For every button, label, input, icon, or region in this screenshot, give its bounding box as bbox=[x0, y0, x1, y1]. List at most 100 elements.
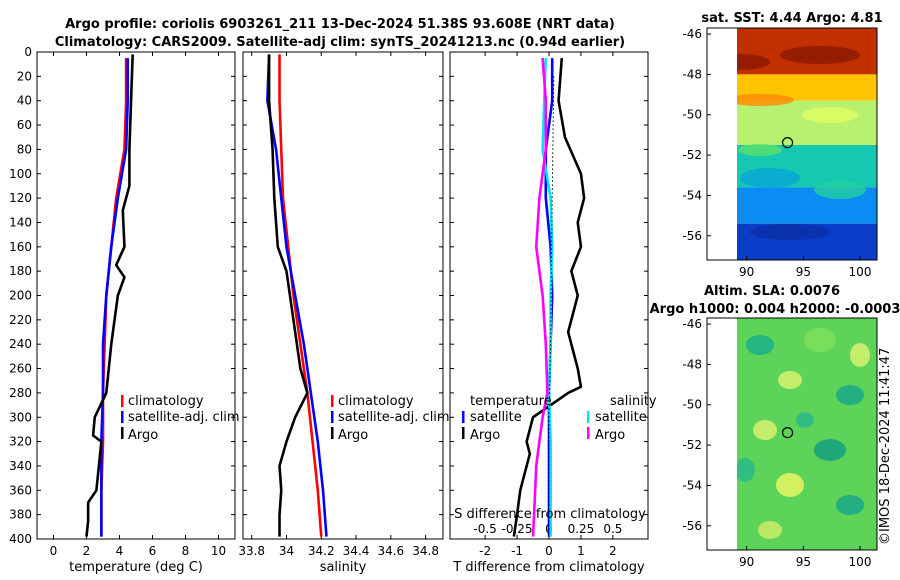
sst-patch bbox=[814, 181, 866, 199]
sst_map-frame bbox=[706, 27, 878, 261]
x-tick-label: 2 bbox=[609, 544, 617, 558]
legend-swatch-sal-argo bbox=[587, 427, 590, 439]
y-tick-label: -54 bbox=[682, 188, 702, 202]
x-tick-label: 1 bbox=[577, 544, 585, 558]
sla-eddy bbox=[836, 495, 864, 515]
sla-eddy bbox=[737, 458, 755, 482]
title-line-1: Argo profile: coriolis 6903261_211 13-De… bbox=[65, 17, 615, 32]
y-tick-label: 400 bbox=[9, 532, 32, 546]
sla_map: 90 95 100 -46 -48 -50 -52 -54 -56 bbox=[682, 317, 878, 569]
sst-patch bbox=[780, 46, 860, 64]
legend-label-sal-argo: Argo bbox=[595, 428, 625, 443]
sla-eddy bbox=[753, 420, 777, 440]
legend-label-satellite: satellite-adj. clim bbox=[338, 410, 450, 425]
y-tick-label: 280 bbox=[9, 386, 32, 400]
legend-swatch-climatology bbox=[121, 395, 124, 407]
sla-map-subtitle: Argo h1000: 0.004 h2000: -0.0003 bbox=[650, 302, 900, 317]
series-line-argo bbox=[85, 54, 134, 537]
legend-title-salinity: salinity bbox=[610, 394, 657, 409]
x-tick-label: 34.4 bbox=[343, 544, 370, 558]
sla_map-frame bbox=[706, 317, 878, 551]
y-tick-label: 180 bbox=[9, 264, 32, 278]
legend-label-temp-argo: Argo bbox=[470, 428, 500, 443]
y-tick-label: -52 bbox=[682, 148, 702, 162]
sla-eddy bbox=[836, 385, 864, 405]
sst-patch bbox=[738, 144, 782, 156]
title-line-2: Climatology: CARS2009. Satellite-adj cli… bbox=[55, 35, 625, 50]
temperature-xlabel: temperature (deg C) bbox=[69, 560, 203, 575]
y-tick-label: -48 bbox=[682, 67, 702, 81]
salinity-axes bbox=[242, 51, 444, 540]
legend-label-argo: Argo bbox=[338, 428, 368, 443]
y-tick-label: -56 bbox=[682, 519, 702, 533]
y-tick-label: -50 bbox=[682, 398, 702, 412]
legend-swatch-climatology bbox=[331, 395, 334, 407]
sst_map: 90 95 100 -46 -48 -50 -52 -54 -56 bbox=[682, 27, 878, 279]
x-tick-label: 34.8 bbox=[412, 544, 439, 558]
legend-label-climatology: climatology bbox=[338, 394, 414, 409]
y-tick-label: -54 bbox=[682, 478, 702, 492]
y-tick-label: 40 bbox=[17, 94, 32, 108]
sla-eddy bbox=[776, 473, 804, 497]
x-tick-label: 90 bbox=[739, 265, 754, 279]
legend-swatch-temp-argo bbox=[462, 427, 465, 439]
argo-location-marker bbox=[781, 136, 794, 149]
legend-label-satellite: satellite-adj. clim bbox=[128, 410, 240, 425]
salinity-xlabel: salinity bbox=[320, 560, 367, 575]
series-line-satellite-adj-clim bbox=[266, 54, 328, 537]
y-tick-label: -52 bbox=[682, 438, 702, 452]
sst-patch bbox=[737, 94, 794, 106]
sst-patch bbox=[750, 224, 830, 240]
x-tick-label: 100 bbox=[849, 265, 872, 279]
salinity-legend: climatology satellite-adj. clim Argo bbox=[331, 394, 450, 443]
temperature-plot: 0 2 4 6 8 10020406080100120140160180200220240… bbox=[9, 45, 235, 558]
series-line-argo bbox=[267, 54, 309, 537]
sst-patch bbox=[802, 107, 858, 123]
x-tick-label: 4 bbox=[116, 544, 124, 558]
x-tick-label: 100 bbox=[849, 555, 872, 569]
y-tick-label: 20 bbox=[17, 69, 32, 83]
s-tick-label: 0.25 bbox=[568, 522, 595, 536]
series-line-temperature-satellite bbox=[544, 58, 554, 537]
sst-map-title: sat. SST: 4.44 Argo: 4.81 bbox=[701, 11, 882, 26]
series-line-zero-reference bbox=[548, 76, 555, 537]
difference-xlabel: T difference from climatology bbox=[452, 560, 645, 575]
x-tick-label: 0 bbox=[50, 544, 58, 558]
x-tick-label: -1 bbox=[511, 544, 523, 558]
y-tick-label: 120 bbox=[9, 191, 32, 205]
x-tick-label: 34 bbox=[279, 544, 294, 558]
difference-top-label: S difference from climatology bbox=[454, 507, 646, 522]
x-tick-label: 0 bbox=[545, 544, 553, 558]
legend-label-argo: Argo bbox=[128, 428, 158, 443]
x-tick-label: 8 bbox=[182, 544, 190, 558]
temperature-legend: climatology satellite-adj. clim Argo bbox=[121, 394, 240, 443]
y-tick-label: -46 bbox=[682, 27, 702, 41]
y-tick-label: 0 bbox=[24, 45, 32, 59]
y-tick-label: 220 bbox=[9, 313, 32, 327]
sla-eddy bbox=[746, 335, 774, 355]
differences-plot: -2 -1 0 1 2-0.5 -0.25 0 0.25 0.5 bbox=[450, 51, 648, 558]
y-tick-label: 260 bbox=[9, 362, 32, 376]
x-tick-label: 6 bbox=[149, 544, 157, 558]
series-line-temperature-argo bbox=[512, 57, 586, 537]
sst-patch bbox=[737, 54, 770, 70]
sla_map-field bbox=[737, 318, 877, 550]
x-tick-label: 34.6 bbox=[377, 544, 404, 558]
legend-swatch-sal-satellite bbox=[587, 411, 590, 423]
difference-legend-salinity: salinity satellite Argo bbox=[587, 394, 657, 443]
legend-swatch-satellite bbox=[121, 411, 124, 423]
difference-legend-temperature: temperature satellite Argo bbox=[462, 394, 552, 443]
sst-band bbox=[737, 100, 877, 146]
series-line-satellite-adj-clim bbox=[100, 58, 130, 537]
y-tick-label: 300 bbox=[9, 410, 32, 424]
sla-eddy bbox=[778, 371, 802, 389]
sst-patch bbox=[740, 168, 800, 188]
y-tick-label: 60 bbox=[17, 118, 32, 132]
y-tick-label: 340 bbox=[9, 459, 32, 473]
s-tick-label: -0.5 bbox=[473, 522, 496, 536]
y-tick-label: 320 bbox=[9, 435, 32, 449]
y-tick-label: 160 bbox=[9, 240, 32, 254]
x-tick-label: -2 bbox=[479, 544, 491, 558]
argo-location-marker bbox=[781, 426, 794, 439]
